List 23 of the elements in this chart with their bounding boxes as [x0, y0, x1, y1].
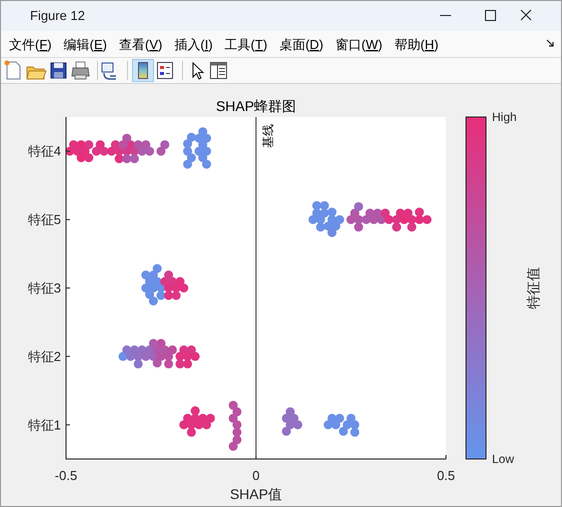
color-bar-label: Low [492, 452, 514, 466]
ref-line-label: 基线 [261, 124, 275, 148]
y-tick-label: 特征2 [28, 348, 61, 364]
text: 插入(I) [174, 37, 213, 52]
text: 工具(T) [224, 37, 268, 52]
x-tick-label: 0.5 [436, 468, 456, 483]
text: 编辑(E) [64, 37, 107, 52]
text: 查看(V) [119, 37, 162, 52]
caption: Figure 12 [30, 8, 85, 23]
y-tick-label: 特征3 [28, 280, 61, 296]
y-tick-label: 特征1 [28, 417, 61, 432]
y-tick-label: 特征5 [28, 212, 61, 228]
color-bar-label: High [492, 110, 517, 124]
text: 文件(F) [9, 37, 52, 52]
chart-title: SHAP蜂群图 [216, 98, 296, 114]
x-tick-label: 0 [252, 468, 260, 483]
x-tick-label: -0.5 [54, 468, 78, 483]
color-bar-title: 特征值 [525, 267, 541, 309]
text: 帮助(H) [394, 37, 438, 52]
x-axis-title: SHAP值 [230, 486, 282, 502]
text: 桌面(D) [279, 37, 324, 52]
text: 窗口(W) [335, 37, 382, 52]
y-tick-label: 特征4 [28, 144, 61, 159]
